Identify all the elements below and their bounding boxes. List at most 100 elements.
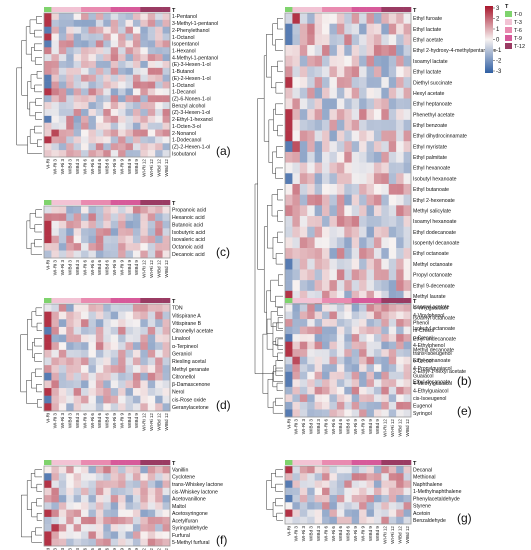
heatmap-cell	[307, 173, 315, 185]
column-label: WI-Ri 6	[90, 159, 95, 175]
heatmap-cell	[329, 23, 338, 35]
heatmap-cell	[396, 98, 404, 110]
heatmap-cell	[88, 403, 97, 412]
heatmap-cell	[88, 524, 97, 532]
heatmap-cell	[381, 151, 390, 163]
heatmap-cell	[73, 67, 82, 75]
heatmap-cell	[110, 136, 119, 144]
heatmap-cell	[381, 304, 390, 312]
heatmap-cell	[314, 226, 323, 238]
heatmap-cell	[299, 130, 308, 142]
heatmap-cell	[66, 502, 74, 510]
heatmap-cell	[44, 388, 52, 396]
heatmap-cell	[147, 480, 156, 489]
row-label: Vitispirane A	[172, 313, 201, 319]
group-annotation-cell	[403, 7, 412, 12]
heatmap-cell	[314, 130, 323, 142]
dendrogram-branch	[277, 231, 283, 243]
heatmap-cell	[155, 143, 163, 151]
heatmap-cell	[344, 55, 352, 67]
heatmap-cell	[396, 248, 404, 260]
heatmap-cell	[110, 304, 119, 312]
row-label: Hexanoic acid	[172, 215, 205, 221]
heatmap-cell	[132, 319, 141, 328]
dendrogram-branch	[21, 494, 32, 538]
heatmap-cell	[336, 379, 345, 388]
heatmap-cell	[44, 304, 52, 312]
heatmap-cell	[344, 290, 352, 302]
row-label: Naphthalene	[413, 482, 443, 488]
heatmap-cell	[58, 40, 67, 48]
heatmap-cell	[51, 403, 60, 412]
heatmap-cell	[366, 466, 375, 474]
heatmap-cell	[344, 66, 352, 78]
heatmap-cell	[125, 380, 134, 389]
heatmap-cell	[44, 235, 52, 244]
legend-label: T-9	[514, 36, 522, 42]
heatmap-cell	[403, 55, 412, 67]
heatmap-cell	[381, 226, 390, 238]
heatmap-cell	[336, 183, 345, 195]
heatmap-cell	[366, 371, 375, 380]
heatmap-cell	[73, 81, 82, 89]
heatmap-cell	[336, 66, 345, 78]
legend-label: T-3	[514, 20, 522, 26]
heatmap-cell	[351, 394, 360, 403]
heatmap-cell	[388, 516, 397, 525]
heatmap-cell	[403, 151, 412, 163]
panel-letter: (d)	[216, 398, 231, 412]
group-annotation-cell	[140, 460, 149, 465]
heatmap-cell	[147, 74, 156, 82]
dendrogram-branch	[277, 60, 283, 73]
heatmap-cell	[147, 380, 156, 389]
heatmap-cell	[44, 311, 52, 320]
heatmap-cell	[95, 342, 104, 351]
column-label: WI-Ri 3	[294, 526, 299, 542]
heatmap-cell	[88, 109, 97, 117]
group-annotation-cell	[88, 298, 97, 303]
heatmap-cell	[88, 334, 97, 343]
heatmap-cell	[322, 480, 330, 488]
heatmap-cell	[73, 150, 82, 158]
heatmap-cell	[58, 150, 67, 158]
heatmap-cell	[147, 150, 156, 158]
heatmap-cell	[396, 466, 404, 474]
heatmap-cell	[322, 356, 330, 365]
heatmap-cell	[110, 365, 119, 374]
group-annotation-cell	[132, 200, 141, 205]
heatmap-cell	[103, 502, 111, 510]
column-label: WIBd 3	[75, 548, 80, 550]
heatmap-cell	[95, 109, 104, 117]
heatmap-cell	[125, 129, 134, 137]
heatmap-cell	[51, 67, 60, 75]
heatmap-cell	[292, 77, 301, 89]
heatmap-cell	[44, 466, 52, 474]
column-label: WIBd 9	[127, 548, 132, 550]
heatmap-cell	[103, 480, 111, 489]
heatmap-cell	[155, 74, 163, 82]
heatmap-cell	[58, 334, 67, 343]
dendrogram-branch	[257, 98, 265, 270]
dendrogram-branch	[276, 382, 283, 391]
column-label: WI-Ri 12	[149, 159, 154, 177]
heatmap-cell	[351, 386, 360, 395]
heatmap-cell	[344, 394, 352, 403]
heatmap-cell	[81, 228, 89, 236]
column-label: WIBd 12	[397, 526, 402, 544]
heatmap-cell	[396, 487, 404, 496]
heatmap-cell	[88, 466, 97, 474]
row-label: Methyl geranate	[172, 367, 209, 373]
heatmap-cell	[140, 129, 149, 137]
heatmap-cell	[403, 141, 412, 153]
column-label: WI-Ri 3	[53, 548, 58, 550]
heatmap-cell	[155, 54, 163, 62]
heatmap-cell	[373, 13, 382, 24]
heatmap-cell	[299, 226, 308, 238]
annotation-label: T	[413, 299, 417, 305]
heatmap-cell	[51, 54, 60, 62]
heatmap-cell	[292, 371, 301, 380]
heatmap-cell	[314, 119, 323, 131]
heatmap-cell	[58, 250, 67, 259]
heatmap-cell	[110, 487, 119, 496]
